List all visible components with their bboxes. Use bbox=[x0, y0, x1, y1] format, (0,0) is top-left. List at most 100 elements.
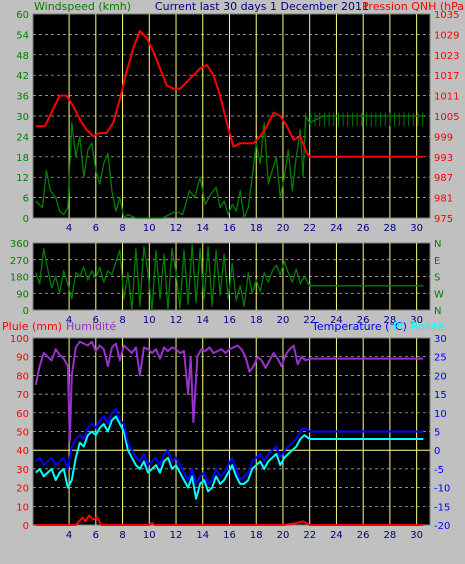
x-tick-label: 14 bbox=[196, 223, 209, 234]
x-tick-label: 30 bbox=[410, 223, 423, 234]
y-right-tick-label: N bbox=[434, 306, 441, 317]
y-left-tick-label: 30 bbox=[16, 465, 29, 476]
y-right-tick-label: 1023 bbox=[434, 51, 459, 62]
y-left-tick-label: 0 bbox=[23, 214, 29, 225]
y-right-tick-label: 0 bbox=[434, 446, 440, 457]
x-tick-label: 30 bbox=[410, 315, 423, 326]
x-tick-label: 16 bbox=[223, 530, 236, 541]
wind-axis-title: Windspeed (kmh) bbox=[34, 0, 131, 13]
y-left-tick-label: 20 bbox=[16, 484, 29, 495]
y-right-tick-label: 30 bbox=[434, 334, 447, 345]
y-left-tick-label: 40 bbox=[16, 446, 29, 457]
x-tick-label: 6 bbox=[93, 223, 99, 234]
y-left-tick-label: 18 bbox=[16, 153, 29, 164]
y-right-tick-label: W bbox=[434, 289, 444, 300]
y-right-tick-label: 15 bbox=[434, 390, 447, 401]
x-tick-label: 12 bbox=[170, 530, 183, 541]
y-left-tick-label: 42 bbox=[16, 71, 29, 82]
y-right-tick-label: -20 bbox=[434, 521, 450, 532]
y-left-tick-label: 180 bbox=[10, 273, 29, 284]
y-left-tick-label: 270 bbox=[10, 256, 29, 267]
y-left-tick-label: 60 bbox=[16, 10, 29, 21]
x-tick-label: 18 bbox=[250, 315, 263, 326]
y-left-tick-label: 6 bbox=[23, 194, 29, 205]
humidity-line bbox=[34, 340, 424, 442]
y-right-tick-label: 5 bbox=[434, 428, 440, 439]
y-right-tick-label: 20 bbox=[434, 371, 447, 382]
x-tick-label: 20 bbox=[277, 223, 290, 234]
y-right-tick-label: 981 bbox=[434, 194, 453, 205]
y-left-tick-label: 100 bbox=[10, 334, 29, 345]
x-tick-label: 10 bbox=[143, 223, 156, 234]
y-right-tick-label: 1017 bbox=[434, 71, 459, 82]
y-left-tick-label: 50 bbox=[16, 428, 29, 439]
pressure-axis-title: Pression QNH (hPa bbox=[362, 0, 464, 13]
y-right-tick-label: 25 bbox=[434, 353, 447, 364]
y-right-tick-label: 999 bbox=[434, 132, 453, 143]
y-left-tick-label: 80 bbox=[16, 371, 29, 382]
x-tick-label: 16 bbox=[223, 315, 236, 326]
x-tick-label: 8 bbox=[119, 315, 125, 326]
x-tick-label: 28 bbox=[384, 223, 397, 234]
pressure-line bbox=[35, 30, 424, 158]
y-left-tick-label: 0 bbox=[23, 306, 29, 317]
x-tick-label: 24 bbox=[330, 223, 343, 234]
x-tick-label: 26 bbox=[357, 223, 370, 234]
x-tick-label: 10 bbox=[143, 315, 156, 326]
y-left-tick-label: 10 bbox=[16, 502, 29, 513]
x-tick-label: 18 bbox=[250, 223, 263, 234]
x-tick-label: 24 bbox=[330, 530, 343, 541]
y-right-tick-label: 987 bbox=[434, 173, 453, 184]
y-right-tick-label: S bbox=[434, 273, 440, 284]
x-tick-label: 14 bbox=[196, 530, 209, 541]
x-tick-label: 30 bbox=[410, 530, 423, 541]
y-left-tick-label: 60 bbox=[16, 409, 29, 420]
x-tick-label: 22 bbox=[303, 530, 316, 541]
temperature-title: Temperature (°C) bbox=[311, 320, 407, 333]
y-left-tick-label: 90 bbox=[16, 353, 29, 364]
x-tick-label: 6 bbox=[93, 530, 99, 541]
rain-line bbox=[35, 514, 424, 526]
y-left-tick-label: 48 bbox=[16, 51, 29, 62]
y-right-tick-label: 993 bbox=[434, 153, 453, 164]
x-tick-label: 10 bbox=[143, 530, 156, 541]
x-tick-label: 28 bbox=[384, 530, 397, 541]
y-left-tick-label: 12 bbox=[16, 173, 29, 184]
x-tick-label: 4 bbox=[66, 530, 72, 541]
x-tick-label: 26 bbox=[357, 530, 370, 541]
wind-direction-line bbox=[35, 244, 424, 311]
x-tick-label: 14 bbox=[196, 315, 209, 326]
y-right-tick-label: 1029 bbox=[434, 30, 459, 41]
y-right-tick-label: N bbox=[434, 239, 441, 250]
x-tick-label: 4 bbox=[66, 223, 72, 234]
y-left-tick-label: 36 bbox=[16, 92, 29, 103]
x-tick-label: 12 bbox=[170, 223, 183, 234]
y-left-tick-label: 30 bbox=[16, 112, 29, 123]
x-tick-label: 4 bbox=[66, 315, 72, 326]
y-right-tick-label: 10 bbox=[434, 409, 447, 420]
y-right-tick-label: -10 bbox=[434, 484, 450, 495]
y-right-tick-label: -5 bbox=[434, 465, 444, 476]
y-right-tick-label: 1005 bbox=[434, 112, 459, 123]
y-left-tick-label: 90 bbox=[16, 289, 29, 300]
y-right-tick-label: -15 bbox=[434, 502, 450, 513]
y-left-tick-label: 0 bbox=[23, 521, 29, 532]
x-tick-label: 6 bbox=[93, 315, 99, 326]
x-tick-label: 28 bbox=[384, 315, 397, 326]
humidity-title: Humidité bbox=[66, 320, 116, 333]
temperature-line bbox=[35, 408, 424, 485]
x-tick-label: 26 bbox=[357, 315, 370, 326]
x-tick-label: 8 bbox=[119, 223, 125, 234]
y-right-tick-label: 1035 bbox=[434, 10, 459, 21]
chart-title: Current last 30 days 1 December 2011 bbox=[155, 0, 369, 13]
y-left-tick-label: 54 bbox=[16, 30, 29, 41]
y-left-tick-label: 70 bbox=[16, 390, 29, 401]
y-left-tick-label: 24 bbox=[16, 132, 29, 143]
rain-axis-title: Pluie (mm) bbox=[2, 320, 62, 333]
y-right-tick-label: 975 bbox=[434, 214, 453, 225]
x-tick-label: 20 bbox=[277, 530, 290, 541]
x-tick-label: 8 bbox=[119, 530, 125, 541]
y-right-tick-label: 1011 bbox=[434, 92, 459, 103]
x-tick-label: 22 bbox=[303, 315, 316, 326]
